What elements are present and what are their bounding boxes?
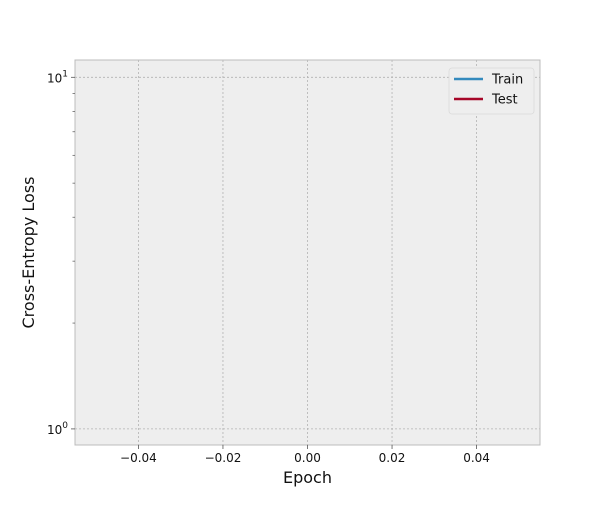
y-axis-label: Cross-Entropy Loss	[19, 177, 38, 329]
legend: Train Test	[448, 67, 535, 115]
x-tick-label: −0.04	[120, 451, 157, 465]
x-tick-label: −0.02	[205, 451, 242, 465]
x-axis-ticks: −0.04 −0.02 0.00 0.02 0.04	[120, 445, 490, 465]
grid	[75, 60, 540, 445]
legend-label-train: Train	[491, 73, 523, 88]
y-tick-label: 101	[47, 69, 68, 85]
x-axis-label: Epoch	[283, 468, 332, 487]
x-tick-label: 0.00	[294, 451, 321, 465]
x-tick-label: 0.02	[379, 451, 406, 465]
legend-label-test: Test	[491, 93, 518, 108]
x-tick-label: 0.04	[463, 451, 490, 465]
y-tick-label: 100	[47, 421, 68, 437]
y-axis-ticks: 100 101	[47, 69, 75, 437]
